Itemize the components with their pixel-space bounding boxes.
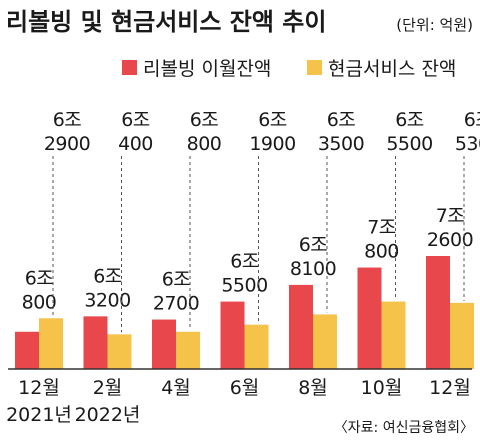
data-label-revolving: 6조 (230, 251, 259, 273)
data-label-revolving: 7조 (436, 205, 465, 227)
bar-cash-service (381, 301, 406, 369)
data-label-cash-service: 400 (118, 133, 153, 155)
plot-area: 6조8006조29006조32006조4006조27006조8006조55006… (15, 109, 480, 369)
data-label-revolving: 2700 (153, 293, 199, 315)
data-label-cash-service: 5300 (455, 133, 480, 155)
bar-cash-service (313, 314, 337, 369)
bar-revolving (15, 331, 39, 369)
bar-revolving (357, 267, 382, 369)
data-label-revolving: 800 (22, 291, 57, 313)
bar-revolving (220, 301, 245, 369)
bar-cash-service (450, 302, 474, 369)
data-label-cash-service: 5500 (386, 133, 432, 155)
legend: 리볼빙 이월잔액 현금서비스 잔액 (122, 58, 456, 80)
data-label-cash-service: 3500 (318, 133, 364, 155)
x-tick-label: 12월 (18, 377, 60, 399)
x-tick-label: 10월 (361, 377, 403, 399)
bar-revolving (426, 256, 450, 369)
chart-title: 리볼빙 및 현금서비스 잔액 추이 (6, 8, 326, 36)
x-tick-label: 12월 (429, 377, 471, 399)
bar-cash-service (244, 324, 269, 369)
x-axis-ticks: 12월 2021년 2월 2022년 4월 6월 8월 10월 12월 (6, 377, 471, 426)
legend-swatch-cash-service (307, 60, 322, 75)
source-note: 〈자료: 여신금융협회〉 (334, 420, 474, 436)
bar-revolving (152, 319, 176, 369)
data-label-cash-service: 6조 (327, 109, 356, 131)
legend-swatch-revolving (122, 60, 137, 75)
data-label-revolving: 8100 (290, 258, 336, 280)
x-tick-label: 6월 (230, 377, 260, 399)
x-tick-year-label: 2022년 (75, 404, 141, 426)
x-tick-year-label: 2021년 (6, 404, 72, 426)
data-label-cash-service: 6조 (121, 109, 150, 131)
data-label-cash-service: 6조 (258, 109, 287, 131)
unit-note: (단위: 억원) (396, 16, 473, 34)
data-label-revolving: 7조 (367, 217, 396, 239)
data-label-revolving: 800 (364, 241, 399, 263)
data-label-revolving: 5500 (221, 275, 267, 297)
data-label-revolving: 6조 (93, 265, 122, 287)
x-tick-label: 2월 (93, 377, 123, 399)
data-label-cash-service: 1900 (249, 133, 295, 155)
bar-revolving (83, 316, 108, 369)
data-label-cash-service: 6조 (53, 109, 82, 131)
data-label-revolving: 3200 (84, 289, 130, 311)
legend-label-cash-service: 현금서비스 잔액 (328, 58, 456, 80)
data-label-revolving: 6조 (25, 267, 54, 289)
bar-cash-service (39, 318, 63, 369)
bar-cash-service (107, 334, 132, 369)
x-tick-label: 8월 (298, 377, 328, 399)
data-label-revolving: 6조 (162, 269, 191, 291)
bar-cash-service (176, 331, 200, 369)
data-label-revolving: 6조 (299, 234, 328, 256)
data-label-revolving: 2600 (427, 229, 473, 251)
bar-revolving (289, 284, 313, 369)
data-label-cash-service: 6조 (464, 109, 480, 131)
x-tick-label: 4월 (161, 377, 191, 399)
data-label-cash-service: 800 (187, 133, 222, 155)
data-label-cash-service: 6조 (395, 109, 424, 131)
legend-label-revolving: 리볼빙 이월잔액 (143, 58, 271, 80)
data-label-cash-service: 6조 (190, 109, 219, 131)
data-label-cash-service: 2900 (44, 133, 90, 155)
